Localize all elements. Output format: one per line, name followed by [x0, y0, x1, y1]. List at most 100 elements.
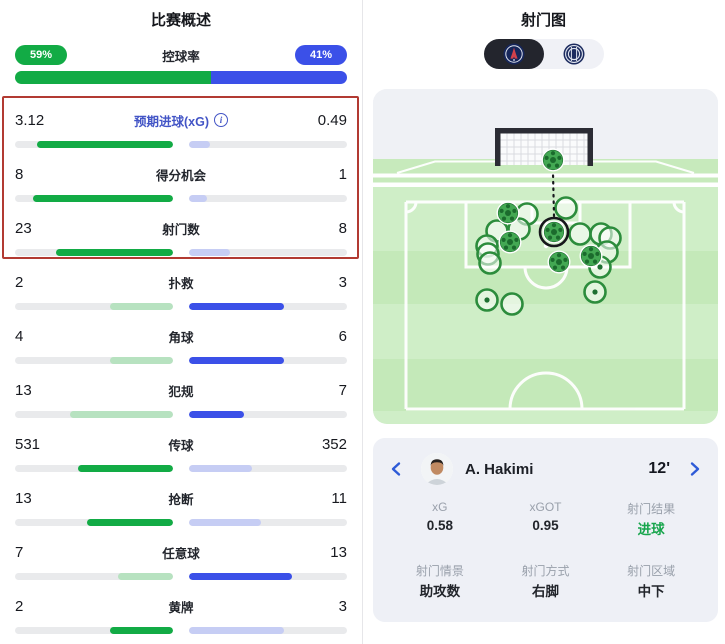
stat-row: 13 抢断 11 [15, 484, 347, 538]
goal-marker[interactable] [547, 250, 571, 274]
prev-shot-button[interactable] [387, 459, 407, 479]
player-name: A. Hakimi [465, 460, 534, 478]
detail-label: 射门情景 [415, 564, 464, 578]
stat-label: 扑救 [168, 276, 194, 291]
stat-label: 犯规 [168, 384, 194, 399]
detail-value: 进球 [637, 522, 665, 537]
shot-marker[interactable] [478, 251, 502, 275]
stat-home-value: 13 [15, 381, 32, 399]
stat-home-value: 2 [15, 273, 24, 291]
shot-detail-cell: xG 0.58 [387, 500, 493, 538]
team-toggle [483, 39, 604, 69]
shot-detail-row2: 射门情景 助攻数 射门方式 右脚 射门区域 中下 [387, 562, 704, 600]
blocked-shot-marker[interactable] [475, 288, 499, 312]
shot-detail-cell: xGOT 0.95 [493, 500, 599, 538]
possession-label: 控球率 [162, 49, 200, 64]
detail-value: 0.95 [532, 518, 559, 533]
chevron-left-icon [391, 462, 401, 476]
stat-home-value: 23 [15, 219, 32, 237]
stat-home-value: 3.12 [15, 111, 45, 129]
stat-home-value: 7 [15, 543, 24, 561]
shot-detail-cell: 射门区域 中下 [598, 562, 704, 600]
shotmap-title: 射门图 [520, 12, 566, 29]
psg-crest-icon [503, 43, 524, 65]
possession-home-badge: 59% [15, 45, 67, 65]
stat-home-value: 13 [15, 489, 32, 507]
possession-bar-home [15, 71, 211, 84]
stat-row: 23 射门数 8 [15, 214, 347, 268]
shot-detail-cell: 射门结果 进球 [598, 500, 704, 538]
detail-value: 助攻数 [419, 584, 461, 599]
shot-marker[interactable] [500, 292, 524, 316]
detail-value: 0.58 [426, 518, 453, 533]
shot-minute: 12' [648, 460, 670, 477]
stat-label: 预期进球(xG) i [134, 111, 228, 130]
team-toggle-psg[interactable] [483, 39, 544, 69]
shot-marker[interactable] [554, 196, 578, 220]
stat-bars [15, 303, 347, 310]
stat-row: 4 角球 6 [15, 322, 347, 376]
stat-bars [15, 357, 347, 364]
next-shot-button[interactable] [684, 459, 704, 479]
stat-row: 2 黄牌 3 [15, 592, 347, 644]
inter-crest-icon [563, 43, 584, 65]
stat-bars [15, 195, 347, 202]
stat-row: 3.12 预期进球(xG) i 0.49 [15, 106, 347, 160]
selected-shot-ring [538, 216, 570, 248]
stat-label: 射门数 [162, 222, 200, 237]
team-toggle-inter[interactable] [544, 39, 604, 69]
detail-label: 射门区域 [627, 564, 676, 578]
possession-bar [15, 71, 347, 84]
stat-label: 抢断 [168, 492, 194, 507]
goal-marker[interactable] [579, 244, 603, 268]
shot-detail-row1: xG 0.58 xGOT 0.95 射门结果 进球 [387, 500, 704, 538]
stat-away-value: 0.49 [317, 111, 347, 129]
stat-label: 任意球 [162, 546, 200, 561]
possession-row: 59% 控球率 41% [15, 45, 347, 65]
chevron-right-icon [690, 462, 700, 476]
detail-label: xG [432, 500, 448, 514]
stat-row: 8 得分机会 1 [15, 160, 347, 214]
player-avatar [421, 453, 453, 485]
possession-away-badge: 41% [294, 45, 347, 65]
possession-bar-away [210, 71, 347, 84]
goal-marker[interactable] [542, 220, 566, 244]
shot-map-panel: 射门图 [363, 0, 724, 644]
stat-bars [15, 249, 347, 256]
stat-row: 2 扑救 3 [15, 268, 347, 322]
shot-trajectory-line [551, 171, 556, 218]
goal-marker[interactable] [496, 201, 520, 225]
stat-bars [15, 627, 347, 634]
detail-value: 右脚 [531, 584, 559, 599]
blocked-shot-marker[interactable] [583, 280, 607, 304]
stat-home-value: 2 [15, 597, 24, 615]
pitch-graphic [373, 89, 718, 424]
shot-detail-cell: 射门情景 助攻数 [387, 562, 493, 600]
stat-label: 角球 [168, 330, 194, 345]
stat-away-value: 3 [338, 597, 347, 615]
stat-away-value: 6 [338, 327, 347, 345]
info-icon[interactable]: i [214, 113, 228, 127]
shot-detail-cell: 射门方式 右脚 [493, 562, 599, 600]
stat-home-value: 4 [15, 327, 24, 345]
stat-home-value: 8 [15, 165, 24, 183]
stat-bars [15, 411, 347, 418]
goal-marker[interactable] [498, 230, 522, 254]
shot-detail-card: A. Hakimi 12' xG 0.58 xGOT 0.95 射门结果 进球 射门情景助… [373, 438, 718, 622]
net-ball-marker[interactable] [541, 148, 565, 172]
stat-bars [15, 141, 347, 148]
stat-row: 531 传球 352 [15, 430, 347, 484]
stat-bars [15, 519, 347, 526]
stat-label: 传球 [168, 438, 194, 453]
match-overview-panel: 比赛概述 59% 控球率 41% 3.12 预期进球(xG) i 0.49 8 得分机会 1… [2, 0, 363, 644]
stat-bars [15, 465, 347, 472]
stat-label: 黄牌 [168, 600, 194, 615]
stat-bars [15, 573, 347, 580]
overview-title: 比赛概述 [150, 12, 211, 29]
stat-away-value: 13 [330, 543, 347, 561]
stats-list: 3.12 预期进球(xG) i 0.49 8 得分机会 1 23 射门数 8 2 扑救 3 4 角球 6 13 犯… [15, 106, 347, 644]
detail-value: 中下 [637, 584, 665, 599]
shot-marker[interactable] [568, 222, 592, 246]
detail-label: 射门方式 [521, 564, 570, 578]
